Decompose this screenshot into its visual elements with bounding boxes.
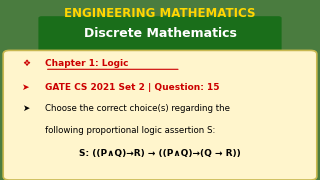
Text: Chapter 1: Logic: Chapter 1: Logic	[45, 59, 128, 68]
Text: Discrete Mathematics: Discrete Mathematics	[84, 27, 236, 40]
Text: ➤: ➤	[22, 83, 30, 92]
Text: GATE CS 2021 Set 2 | Question: 15: GATE CS 2021 Set 2 | Question: 15	[45, 83, 219, 92]
Text: ENGINEERING MATHEMATICS: ENGINEERING MATHEMATICS	[64, 7, 256, 20]
Text: ➤: ➤	[22, 104, 30, 113]
FancyBboxPatch shape	[3, 50, 317, 180]
FancyBboxPatch shape	[38, 16, 282, 52]
Text: ❖: ❖	[22, 59, 30, 68]
Text: following proportional logic assertion S:: following proportional logic assertion S…	[45, 126, 215, 135]
Text: S: ((P∧Q)→R) → ((P∧Q)→(Q → R)): S: ((P∧Q)→R) → ((P∧Q)→(Q → R))	[79, 149, 241, 158]
Text: Choose the correct choice(s) regarding the: Choose the correct choice(s) regarding t…	[45, 104, 230, 113]
